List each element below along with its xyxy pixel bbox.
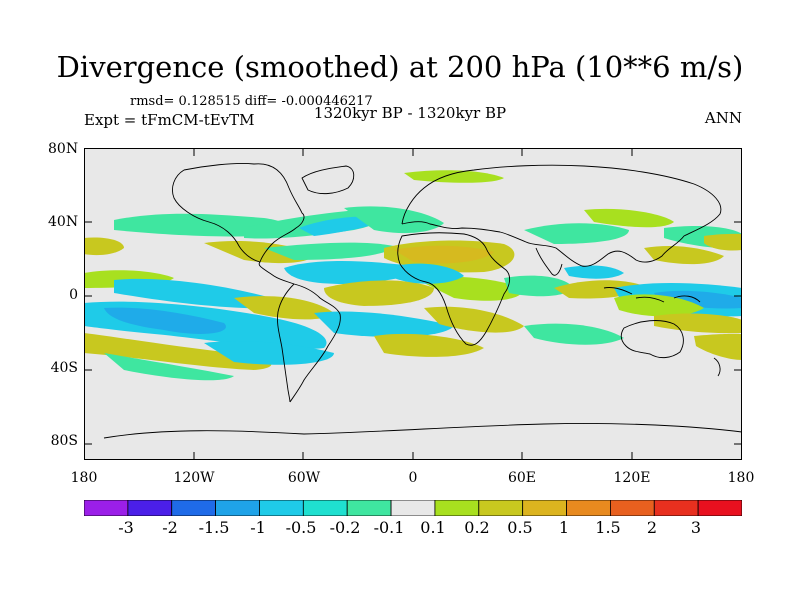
india-coast — [535, 247, 563, 276]
map-title: Divergence (smoothed) at 200 hPa (10**6 … — [56, 50, 744, 84]
lon-tick-60e: 60E — [507, 470, 537, 486]
new-zealand-coast — [713, 357, 721, 377]
rmsd-diff-stats: rmsd= 0.128515 diff= -0.000446217 — [130, 94, 373, 109]
field-blob — [584, 208, 674, 228]
colorbar-label: 1.5 — [595, 518, 621, 537]
field-blob — [234, 296, 334, 320]
lon-tick-120e: 120E — [613, 470, 651, 486]
field-blob — [644, 245, 724, 265]
period-label: 1320kyr BP - 1320kyr BP — [313, 104, 507, 122]
colorbar-box — [84, 500, 129, 516]
season-label: ANN — [704, 109, 742, 127]
field-blob — [654, 313, 742, 334]
lat-tick-80s: 80S — [50, 433, 78, 449]
australia-coast — [620, 320, 684, 359]
colorbar — [84, 500, 742, 516]
experiment-label: Expt = tFmCM-tEvTM — [84, 111, 255, 129]
divergence-field — [84, 170, 742, 381]
field-blob — [614, 294, 704, 317]
south-america-west-coast — [277, 283, 295, 403]
axis-ticks — [84, 148, 742, 460]
mediterranean-coast — [401, 221, 501, 233]
field-blob — [704, 233, 742, 251]
colorbar-box — [697, 500, 742, 516]
north-america-west-coast — [172, 169, 261, 263]
colorbar-box — [390, 500, 436, 516]
colorbar-label: 0.1 — [420, 518, 446, 537]
eurasia-coast — [401, 164, 722, 267]
antarctica-coast — [103, 423, 742, 439]
colorbar-label: -1 — [250, 518, 266, 537]
colorbar-label: -2 — [162, 518, 178, 537]
lon-tick-60w: 60W — [287, 470, 321, 486]
greenland-coast — [301, 165, 355, 195]
colorbar-label: -0.2 — [329, 518, 361, 537]
field-blob — [104, 353, 234, 381]
colorbar-box — [215, 500, 260, 516]
africa-coast — [397, 232, 511, 346]
north-america-coast — [183, 163, 305, 285]
colorbar-box — [302, 500, 348, 516]
colorbar-box — [259, 500, 304, 516]
colorbar-box — [566, 500, 611, 516]
field-blob — [104, 307, 226, 334]
field-blob — [84, 333, 272, 370]
field-blob — [394, 245, 494, 264]
field-blob — [114, 278, 275, 309]
field-blob — [114, 213, 287, 237]
field-blob — [264, 242, 394, 260]
lat-tick-0: 0 — [69, 287, 78, 303]
colorbar-label: 0.5 — [507, 518, 533, 537]
field-blob — [524, 223, 629, 244]
field-blob — [564, 265, 624, 279]
colorbar-label: -1.5 — [198, 518, 230, 537]
lon-tick-180e: 180 — [727, 470, 755, 486]
field-blob — [374, 333, 484, 357]
coastlines — [103, 163, 742, 439]
field-blob — [84, 237, 124, 256]
colorbar-label: 3 — [690, 518, 702, 537]
divergence-map — [84, 148, 742, 460]
field-blob — [204, 341, 334, 365]
south-america-east-coast — [289, 283, 341, 403]
field-blob — [344, 206, 444, 234]
maritime-continent-coast — [603, 287, 701, 303]
field-blob — [404, 170, 504, 183]
colorbar-label: -3 — [118, 518, 134, 537]
lon-tick-0: 0 — [408, 470, 418, 486]
colorbar-box — [653, 500, 699, 516]
colorbar-box — [346, 500, 392, 516]
lat-tick-40s: 40S — [50, 360, 78, 376]
colorbar-box — [127, 500, 173, 516]
colorbar-label: -0.5 — [285, 518, 317, 537]
colorbar-box — [478, 500, 524, 516]
field-blob — [694, 333, 742, 360]
lon-tick-120w: 120W — [173, 470, 215, 486]
lat-tick-80n: 80N — [48, 141, 79, 157]
colorbar-label: 0.2 — [464, 518, 490, 537]
field-blob — [524, 323, 624, 345]
field-blob — [284, 261, 416, 284]
colorbar-label: 2 — [646, 518, 658, 537]
field-blob — [394, 263, 464, 284]
field-blob — [424, 306, 524, 333]
colorbar-box — [171, 500, 217, 516]
colorbar-box — [610, 500, 655, 516]
colorbar-box — [434, 500, 480, 516]
colorbar-label: 1 — [558, 518, 570, 537]
field-blob — [314, 311, 454, 338]
field-blob — [324, 280, 434, 306]
colorbar-box — [522, 500, 567, 516]
colorbar-label: -0.1 — [373, 518, 405, 537]
field-blob — [504, 275, 574, 297]
lon-tick-180w: 180 — [70, 470, 98, 486]
lat-tick-40n: 40N — [48, 214, 79, 230]
